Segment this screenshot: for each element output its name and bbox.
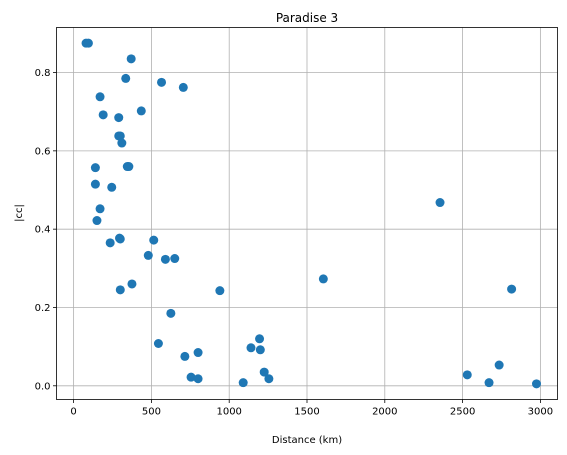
y-tick-label: 0.4 bbox=[35, 225, 51, 236]
data-point bbox=[238, 378, 248, 388]
data-point bbox=[98, 110, 108, 120]
data-point bbox=[126, 54, 136, 64]
data-point bbox=[507, 284, 517, 294]
x-tick-label: 3000 bbox=[528, 407, 553, 418]
data-point bbox=[264, 374, 274, 384]
data-point bbox=[90, 163, 100, 173]
y-tick-label: 0.0 bbox=[35, 381, 51, 392]
data-point bbox=[435, 198, 445, 208]
data-point bbox=[180, 351, 190, 361]
data-point bbox=[127, 279, 137, 289]
y-axis-label: |cc| bbox=[14, 204, 25, 222]
x-tick-label: 2500 bbox=[450, 407, 475, 418]
data-point bbox=[160, 254, 170, 264]
data-point bbox=[115, 234, 125, 244]
data-point bbox=[166, 308, 176, 318]
grid bbox=[56, 27, 558, 400]
y-tick-label: 0.8 bbox=[35, 68, 51, 79]
x-tick-label: 500 bbox=[142, 407, 161, 418]
data-point bbox=[83, 38, 93, 48]
data-point bbox=[143, 250, 153, 260]
y-axis: 0.0 0.2 0.4 0.6 0.8 bbox=[35, 68, 57, 392]
data-point bbox=[246, 343, 256, 353]
data-point bbox=[215, 286, 225, 296]
data-point bbox=[193, 348, 203, 358]
data-point bbox=[178, 82, 188, 92]
data-point bbox=[494, 360, 504, 370]
data-point bbox=[114, 113, 124, 123]
chart-title: Paradise 3 bbox=[276, 11, 338, 25]
data-point bbox=[153, 339, 163, 349]
x-axis-label: Distance (km) bbox=[272, 435, 342, 446]
data-point bbox=[259, 367, 269, 377]
data-point bbox=[105, 238, 115, 248]
data-point bbox=[462, 370, 472, 380]
x-axis: 0 500 1000 1500 2000 2500 3000 bbox=[70, 399, 553, 418]
x-tick-label: 0 bbox=[70, 407, 76, 418]
data-point bbox=[95, 204, 105, 214]
data-point bbox=[92, 216, 102, 226]
data-point bbox=[157, 77, 167, 87]
data-point bbox=[255, 334, 265, 344]
data-point bbox=[255, 345, 265, 355]
data-point bbox=[90, 179, 100, 189]
data-point bbox=[193, 374, 203, 384]
x-tick-label: 1000 bbox=[216, 407, 241, 418]
data-point bbox=[170, 254, 180, 264]
data-point bbox=[95, 92, 105, 102]
x-tick-label: 2000 bbox=[372, 407, 397, 418]
data-points bbox=[81, 38, 541, 389]
x-tick-label: 1500 bbox=[294, 407, 319, 418]
data-point bbox=[124, 162, 134, 172]
data-point bbox=[149, 235, 159, 245]
data-point bbox=[117, 138, 127, 148]
y-tick-label: 0.6 bbox=[35, 146, 51, 157]
data-point bbox=[115, 131, 125, 141]
data-point bbox=[115, 285, 125, 295]
data-point bbox=[136, 106, 146, 116]
data-point bbox=[107, 182, 117, 192]
data-point bbox=[318, 274, 328, 284]
data-point bbox=[484, 378, 494, 388]
data-point bbox=[531, 379, 541, 389]
y-tick-label: 0.2 bbox=[35, 303, 51, 314]
data-point bbox=[121, 73, 131, 83]
data-point bbox=[186, 372, 196, 382]
